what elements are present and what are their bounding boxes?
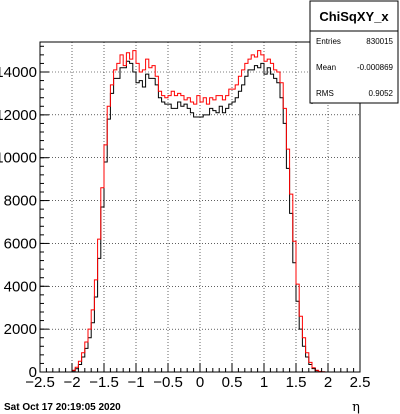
- x-tick-label: −1: [127, 374, 144, 391]
- x-tick-label: −0.5: [153, 374, 183, 391]
- x-tick-label: 1.5: [286, 374, 307, 391]
- stats-row-value: 830015: [366, 37, 393, 46]
- histogram-series: [40, 50, 360, 373]
- x-tick-label: 0: [196, 374, 204, 391]
- stats-box-frame: [309, 0, 399, 104]
- stats-box: ChiSqXY_x Entries 830015 Mean -0.000869 RMS 0…: [309, 0, 399, 104]
- axis-tick-labels: −2.5 −2 −1.5 −1 −0.5 0 0.5 1 1.5 2 2.5 0 2000 4000 600…: [0, 64, 370, 391]
- x-tick-label: −1.5: [89, 374, 119, 391]
- stats-row-value: -0.000869: [357, 63, 394, 72]
- y-tick-label: 6000: [4, 235, 37, 252]
- y-tick-label: 8000: [4, 193, 37, 210]
- stats-box-title: ChiSqXY_x: [319, 9, 389, 24]
- y-tick-label: 10000: [0, 150, 37, 167]
- x-tick-label: 1: [260, 374, 268, 391]
- stats-row-value: 0.9052: [369, 89, 394, 98]
- stats-row-label: Mean: [316, 63, 336, 72]
- x-tick-label: −2: [63, 374, 80, 391]
- y-tick-label: 14000: [0, 64, 37, 81]
- y-tick-label: 12000: [0, 107, 37, 124]
- stats-row-label: Entries: [316, 37, 341, 46]
- y-tick-label: 0: [29, 364, 37, 381]
- x-tick-label: 2: [324, 374, 332, 391]
- x-tick-label: 2.5: [350, 374, 371, 391]
- stats-row-label: RMS: [316, 89, 334, 98]
- y-tick-label: 4000: [4, 278, 37, 295]
- axis-ticks: [39, 45, 361, 373]
- timestamp-footer: Sat Oct 17 20:19:05 2020: [4, 402, 121, 413]
- x-axis-label: η: [352, 400, 360, 414]
- stats-box-rows: Entries 830015 Mean -0.000869 RMS 0.9052: [316, 37, 394, 98]
- y-tick-label: 2000: [4, 321, 37, 338]
- x-tick-label: 0.5: [222, 374, 243, 391]
- series-2-path: [40, 50, 360, 373]
- x-tick-label: −2.5: [25, 374, 55, 391]
